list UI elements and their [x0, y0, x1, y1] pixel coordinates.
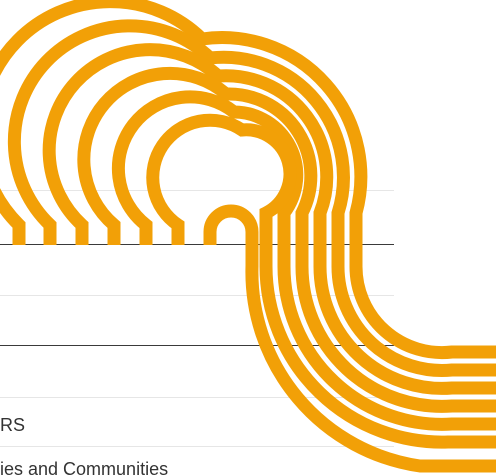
arc-stripe-3	[42, 43, 496, 395]
divider-light-1	[0, 190, 394, 191]
divider-dark-1	[0, 244, 394, 245]
arc-stripe-4	[77, 66, 496, 413]
divider-light-2	[0, 295, 394, 296]
divider-dark-2	[0, 345, 394, 346]
arc-stripe-5	[111, 90, 496, 431]
arc-stripe-6	[146, 113, 496, 449]
divider-light-4	[0, 446, 394, 447]
list-item-label-2: ies and Communities	[0, 459, 169, 476]
arc-stripe-1	[0, 0, 496, 360]
list-item-label-1: RS	[0, 415, 26, 435]
divider-light-3	[0, 397, 394, 398]
arc-stripe-2	[7, 19, 496, 377]
arc-stripe-7	[203, 204, 496, 473]
